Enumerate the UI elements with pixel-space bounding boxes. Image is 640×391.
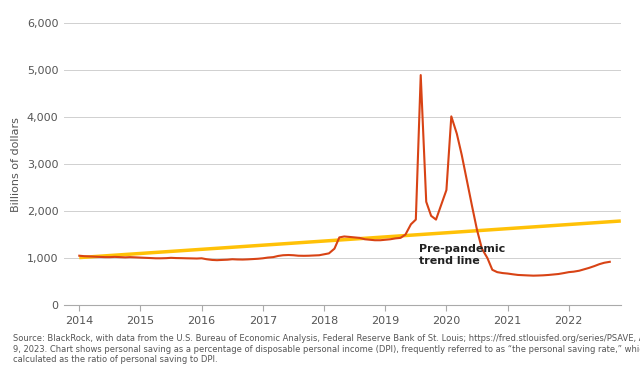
Y-axis label: Billions of dollars: Billions of dollars: [12, 117, 21, 212]
Text: Pre-pandemic
trend line: Pre-pandemic trend line: [419, 244, 505, 265]
Text: Source: BlackRock, with data from the U.S. Bureau of Economic Analysis, Federal : Source: BlackRock, with data from the U.…: [13, 334, 640, 364]
